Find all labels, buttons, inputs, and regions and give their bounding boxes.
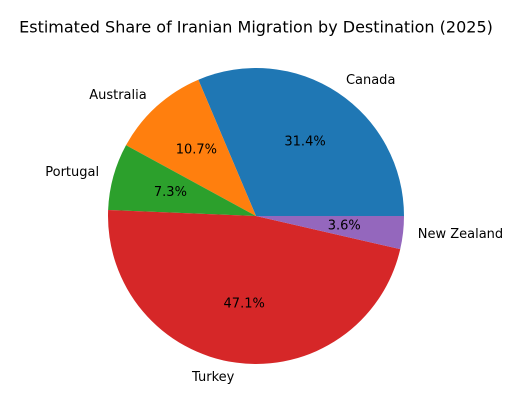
pie-wedge — [108, 209, 401, 364]
category-label: Australia — [89, 88, 147, 103]
category-label: Turkey — [191, 370, 235, 385]
value-label: 31.4% — [284, 134, 325, 149]
category-label: Portugal — [45, 165, 99, 180]
value-label: 47.1% — [224, 297, 265, 312]
category-label: Canada — [346, 73, 395, 88]
value-label: 7.3% — [154, 185, 187, 200]
pie-wedge — [256, 216, 405, 250]
pie-wedge — [198, 67, 404, 216]
chart-title: Estimated Share of Iranian Migration by … — [19, 18, 493, 37]
value-label: 3.6% — [328, 219, 361, 234]
value-label: 10.7% — [176, 143, 217, 158]
pie-wedge — [126, 79, 256, 216]
pie-wedge — [108, 145, 256, 216]
category-label: New Zealand — [418, 227, 503, 242]
